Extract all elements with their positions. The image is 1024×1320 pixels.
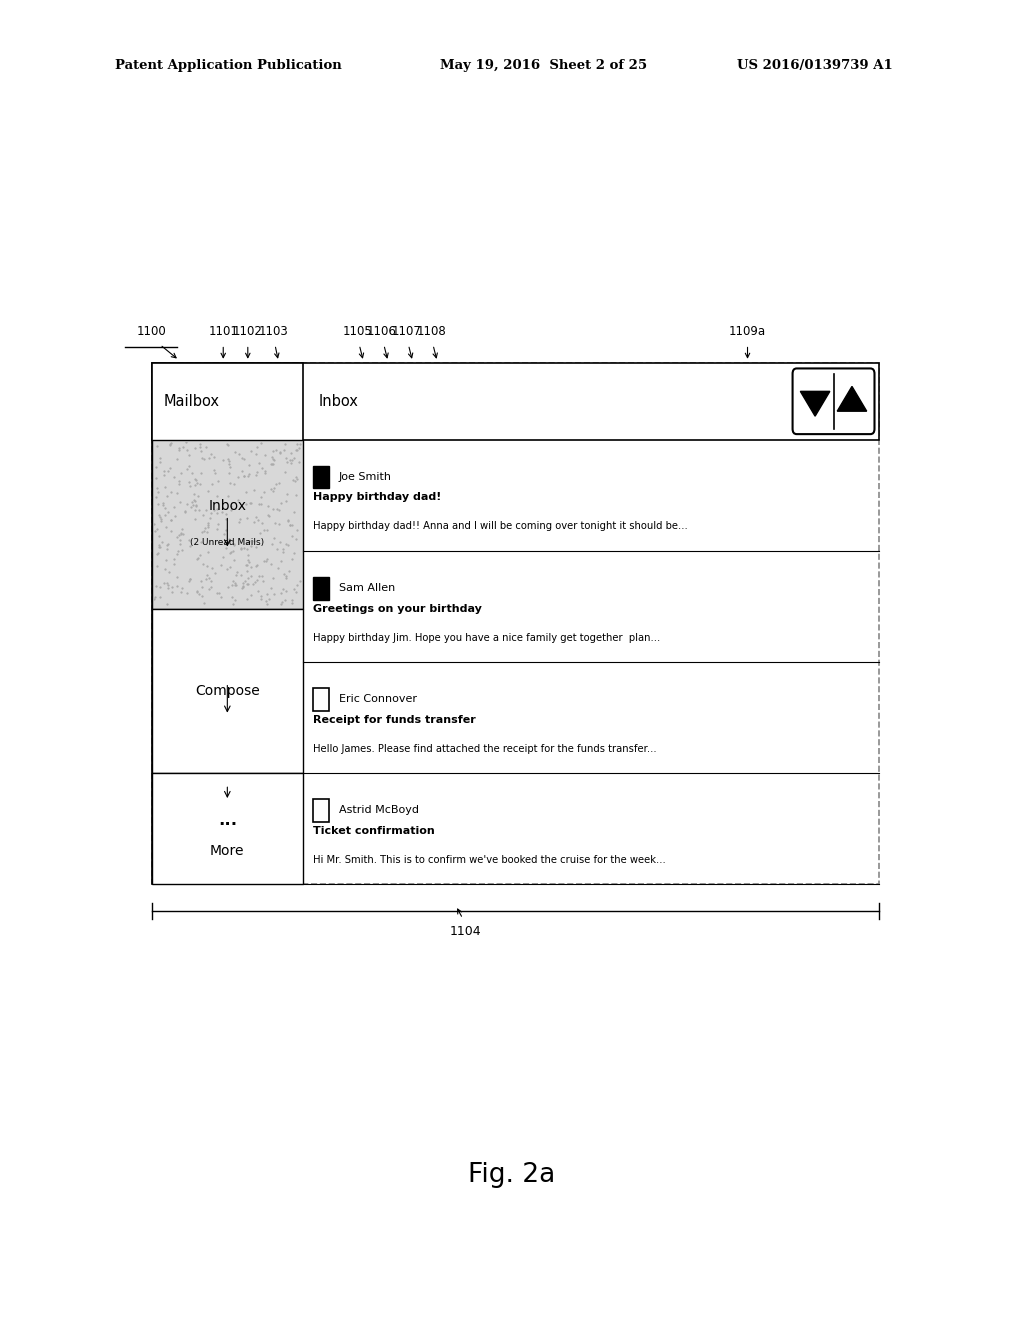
Text: Happy birthday Jim. Hope you have a nice family get together  plan...: Happy birthday Jim. Hope you have a nice… — [313, 632, 660, 643]
Text: 1100: 1100 — [136, 325, 167, 338]
Text: ...: ... — [218, 810, 237, 829]
Text: Fig. 2a: Fig. 2a — [468, 1162, 556, 1188]
Text: Sam Allen: Sam Allen — [339, 583, 395, 593]
Bar — [313, 688, 329, 711]
Text: 1108: 1108 — [416, 325, 446, 338]
Text: Inbox: Inbox — [208, 499, 247, 512]
Bar — [152, 609, 303, 774]
Text: 1104: 1104 — [451, 925, 481, 939]
Text: Happy birthday dad!: Happy birthday dad! — [313, 492, 441, 503]
Text: 1105: 1105 — [342, 325, 373, 338]
Text: Happy birthday dad!! Anna and I will be coming over tonight it should be...: Happy birthday dad!! Anna and I will be … — [313, 521, 688, 532]
Text: 1101: 1101 — [208, 325, 239, 338]
Bar — [152, 363, 879, 440]
Text: (2 Unread Mails): (2 Unread Mails) — [190, 539, 264, 546]
Bar — [313, 800, 329, 822]
Text: Receipt for funds transfer: Receipt for funds transfer — [313, 715, 476, 725]
Text: US 2016/0139739 A1: US 2016/0139739 A1 — [737, 59, 893, 73]
Text: Compose: Compose — [195, 684, 260, 698]
Text: 1107: 1107 — [391, 325, 422, 338]
Text: Mailbox: Mailbox — [164, 393, 220, 409]
Text: Astrid McBoyd: Astrid McBoyd — [339, 805, 419, 816]
Text: 1103: 1103 — [258, 325, 289, 338]
Bar — [152, 774, 303, 884]
Text: May 19, 2016  Sheet 2 of 25: May 19, 2016 Sheet 2 of 25 — [440, 59, 647, 73]
Bar — [152, 440, 303, 609]
Text: Joe Smith: Joe Smith — [339, 471, 392, 482]
Text: Inbox: Inbox — [318, 393, 358, 409]
Text: 1109a: 1109a — [729, 325, 766, 338]
Bar — [313, 466, 329, 488]
Bar — [313, 577, 329, 599]
FancyBboxPatch shape — [793, 368, 874, 434]
Text: Patent Application Publication: Patent Application Publication — [115, 59, 341, 73]
Text: Hello James. Please find attached the receipt for the funds transfer...: Hello James. Please find attached the re… — [313, 743, 657, 754]
Text: More: More — [210, 843, 245, 858]
Text: 1106: 1106 — [367, 325, 397, 338]
Polygon shape — [801, 391, 829, 416]
Polygon shape — [838, 387, 866, 412]
Text: Eric Connover: Eric Connover — [339, 694, 417, 704]
Text: Ticket confirmation: Ticket confirmation — [313, 826, 435, 836]
Text: Hi Mr. Smith. This is to confirm we've booked the cruise for the week...: Hi Mr. Smith. This is to confirm we've b… — [313, 855, 666, 865]
Text: Greetings on your birthday: Greetings on your birthday — [313, 603, 482, 614]
Bar — [152, 363, 879, 884]
Bar — [152, 363, 303, 884]
Text: 1102: 1102 — [232, 325, 263, 338]
